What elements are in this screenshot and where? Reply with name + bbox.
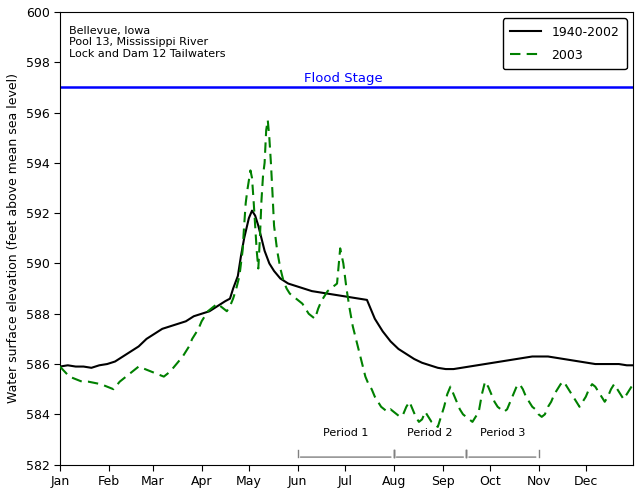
Text: Flood Stage: Flood Stage (304, 72, 383, 85)
Text: Bellevue, Iowa
Pool 13, Mississippi River
Lock and Dam 12 Tailwaters: Bellevue, Iowa Pool 13, Mississippi Rive… (68, 26, 225, 59)
Legend: 1940-2002, 2003: 1940-2002, 2003 (502, 18, 627, 69)
Text: Period 2: Period 2 (407, 428, 452, 438)
Y-axis label: Water surface elevation (feet above mean sea level): Water surface elevation (feet above mean… (7, 73, 20, 403)
Text: Period 3: Period 3 (479, 428, 525, 438)
Text: Period 1: Period 1 (323, 428, 369, 438)
